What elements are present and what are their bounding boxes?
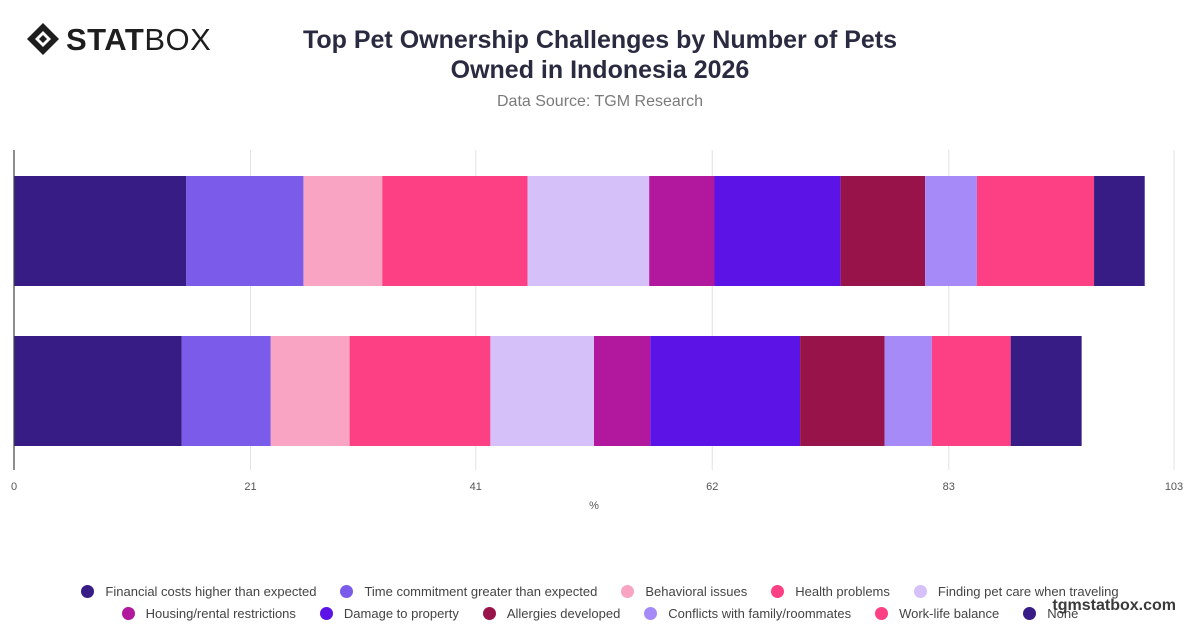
bar-segment: [931, 336, 1011, 446]
legend-row: Housing/rental restrictions Damage to pro…: [0, 602, 1200, 624]
legend-item[interactable]: Work-life balance: [875, 606, 999, 621]
legend-label: Health problems: [795, 583, 890, 599]
legend-swatch: [81, 584, 95, 598]
legend-swatch: [621, 584, 635, 598]
stacked-bar-chart: 0 21 41 62 83 103%: [11, 150, 1183, 512]
brand-name-bold: STAT: [66, 21, 145, 57]
legend-label: Behavioral issues: [645, 583, 748, 599]
chart-legend: Financial costs higher than expected Time…: [0, 580, 1200, 624]
bar-segment: [14, 336, 182, 446]
legend-swatch: [644, 606, 658, 620]
legend-label: Housing/rental restrictions: [145, 605, 296, 621]
legend-swatch: [340, 584, 354, 598]
chart-header: Top Pet Ownership Challenges by Number o…: [250, 25, 950, 111]
diamond-logo-icon: [27, 23, 59, 55]
bar-segment: [594, 336, 651, 446]
bar-segment: [186, 176, 304, 286]
chart-title-line2: Owned in Indonesia 2026: [450, 56, 750, 84]
site-url: tgmstatbox.com: [1052, 597, 1176, 614]
legend-label: Allergies developed: [506, 605, 621, 621]
x-tick-label: 21: [244, 481, 256, 493]
bar-segment: [527, 176, 650, 286]
bar-segment: [270, 336, 350, 446]
legend-item[interactable]: Conflicts with family/roommates: [644, 606, 851, 621]
legend-swatch: [482, 606, 496, 620]
legend-swatch: [913, 584, 927, 598]
bar-segment: [1094, 176, 1145, 286]
brand-name: STATBOX: [66, 24, 211, 55]
bar-segment: [14, 176, 187, 286]
legend-label: Time commitment greater than expected: [364, 583, 598, 599]
brand-name-light: BOX: [144, 21, 212, 57]
legend-item[interactable]: Financial costs higher than expected: [81, 584, 316, 599]
legend-swatch: [771, 584, 785, 598]
legend-label: Conflicts with family/roommates: [668, 605, 852, 621]
bar-segment: [181, 336, 271, 446]
bar-segment: [840, 176, 926, 286]
bar-segment: [303, 176, 383, 286]
bar-segment: [884, 336, 932, 446]
statbox-logo: STATBOX: [26, 22, 211, 56]
x-tick-label: 0: [11, 481, 17, 493]
x-axis-label: %: [589, 500, 599, 512]
bar-segment: [800, 336, 885, 446]
bar-segment: [976, 176, 1095, 286]
legend-item[interactable]: Time commitment greater than expected: [340, 584, 597, 599]
legend-swatch: [121, 606, 135, 620]
legend-item[interactable]: Finding pet care when traveling: [913, 583, 1119, 599]
legend-item[interactable]: None: [1023, 606, 1078, 621]
legend-label: Finding pet care when traveling: [937, 583, 1119, 599]
bar-segment: [650, 336, 801, 446]
legend-row: Financial costs higher than expected Time…: [0, 580, 1200, 602]
x-tick-label: 83: [943, 481, 955, 493]
legend-item[interactable]: Damage to property: [319, 605, 459, 621]
bar-segment: [349, 336, 491, 446]
legend-swatch: [1023, 606, 1037, 620]
legend-label: None: [1047, 605, 1079, 621]
bar-segment: [649, 176, 715, 286]
bar-segment: [490, 336, 594, 446]
legend-swatch: [319, 606, 333, 620]
legend-item[interactable]: Allergies developed: [482, 605, 621, 621]
bar-segment: [382, 176, 528, 286]
legend-label: Damage to property: [343, 605, 459, 621]
chart-title: Top Pet Ownership Challenges by Number o…: [250, 25, 950, 85]
bar-segment: [925, 176, 977, 286]
chart-title-line1: Top Pet Ownership Challenges by Number o…: [302, 26, 898, 54]
x-tick-label: 103: [1165, 481, 1183, 493]
bar-segment: [714, 176, 841, 286]
legend-item[interactable]: Behavioral issues: [621, 584, 747, 599]
legend-item[interactable]: Health problems: [771, 584, 890, 599]
x-tick-label: 62: [706, 481, 718, 493]
bar-segment: [1010, 336, 1082, 446]
x-tick-label: 41: [470, 481, 482, 493]
legend-item[interactable]: Housing/rental restrictions: [121, 605, 296, 621]
chart-subtitle: Data Source: TGM Research: [496, 93, 703, 110]
legend-label: Financial costs higher than expected: [105, 583, 317, 599]
legend-swatch: [875, 606, 889, 620]
legend-label: Work-life balance: [899, 605, 1000, 621]
